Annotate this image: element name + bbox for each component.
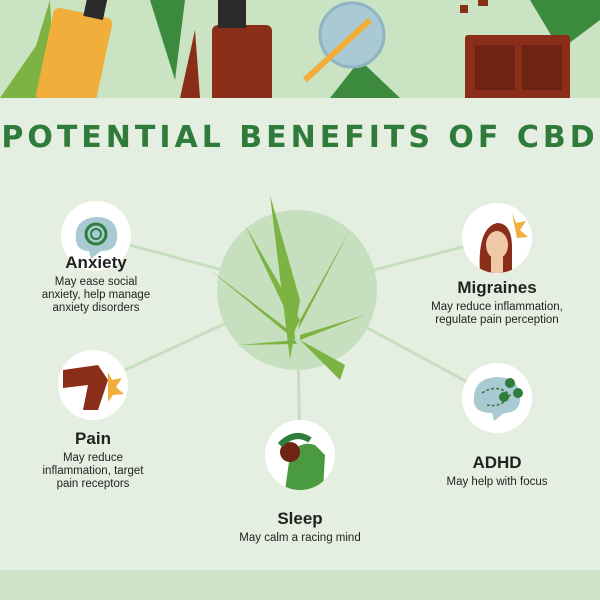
- benefit-desc: May ease social: [54, 276, 138, 288]
- benefit-pain: Pain May reduce inflammation, target pai…: [0, 429, 193, 491]
- benefit-desc: regulate pain perception: [435, 314, 559, 326]
- benefit-adhd: ADHD May help with focus: [397, 453, 597, 489]
- benefit-title: ADHD: [472, 453, 522, 472]
- benefit-desc: inflammation, target: [42, 465, 144, 477]
- benefit-title: Migraines: [457, 278, 537, 297]
- header-illustration: [0, 0, 600, 98]
- brain-focus-icon: [462, 363, 532, 433]
- benefit-desc: May reduce: [62, 452, 124, 464]
- head-pain-icon: [462, 203, 532, 273]
- benefit-desc: May help with focus: [446, 476, 548, 488]
- benefit-desc: anxiety, help manage: [41, 289, 151, 301]
- benefit-title: Anxiety: [65, 253, 127, 272]
- cbd-products-illustration: [0, 0, 600, 98]
- benefit-desc: May calm a racing mind: [239, 532, 361, 544]
- benefit-title: Pain: [75, 429, 111, 448]
- benefit-desc: May reduce inflammation,: [431, 301, 563, 313]
- sleeping-person-icon: [265, 420, 335, 490]
- benefit-desc: anxiety disorders: [52, 302, 140, 314]
- benefit-desc: pain receptors: [56, 478, 130, 490]
- benefit-migraines: Migraines May reduce inflammation, regul…: [397, 278, 597, 327]
- footer-band: [0, 570, 600, 600]
- cannabis-leaf-icon: [210, 195, 365, 380]
- brain-icon: [61, 201, 131, 271]
- page-title: POTENTIAL BENEFITS OF CBD: [1, 120, 599, 155]
- joint-pain-icon: [58, 350, 128, 420]
- benefit-sleep: Sleep May calm a racing mind: [200, 509, 400, 545]
- benefit-anxiety: Anxiety May ease social anxiety, help ma…: [0, 253, 196, 315]
- benefit-title: Sleep: [277, 509, 323, 528]
